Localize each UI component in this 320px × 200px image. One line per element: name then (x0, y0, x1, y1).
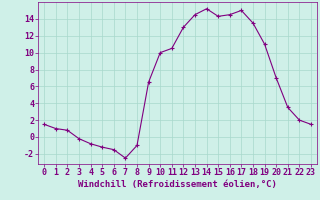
X-axis label: Windchill (Refroidissement éolien,°C): Windchill (Refroidissement éolien,°C) (78, 180, 277, 189)
